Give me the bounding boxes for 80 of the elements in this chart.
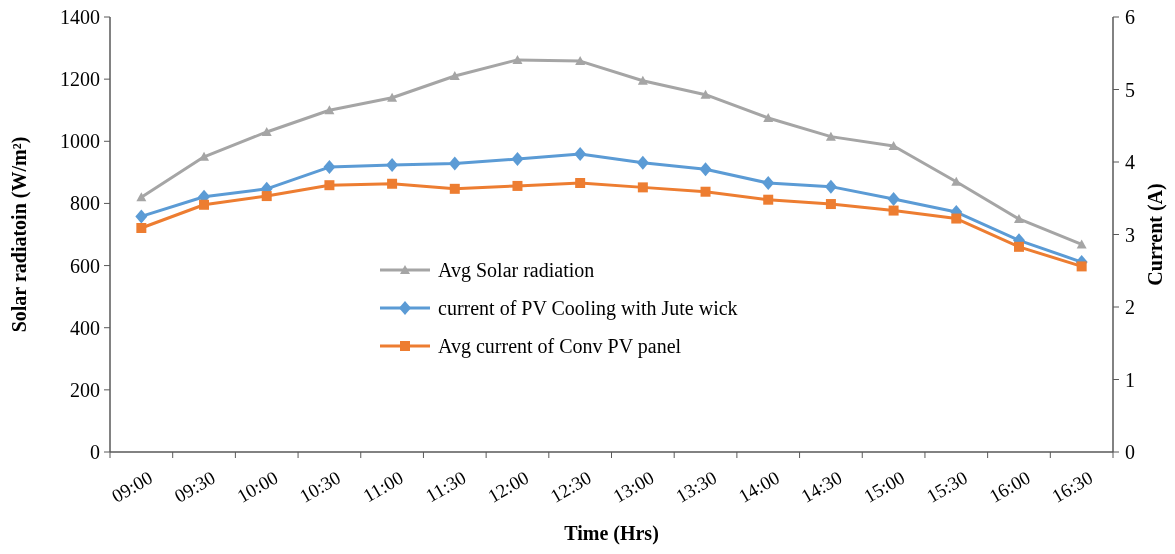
x-tick-label: 11:00 <box>359 466 407 507</box>
y2-tick-label: 1 <box>1125 368 1135 391</box>
y2-tick-label: 6 <box>1125 6 1135 28</box>
x-tick-label: 09:00 <box>108 466 156 507</box>
y-tick-label: 800 <box>70 192 100 215</box>
point <box>1076 261 1087 272</box>
x-tick-label: 14:30 <box>797 466 846 507</box>
y-tick-label: 600 <box>70 254 100 277</box>
y-tick-label: 1400 <box>60 6 100 28</box>
y-tick-label: 0 <box>90 441 100 463</box>
point <box>387 178 398 189</box>
point <box>448 156 461 171</box>
legend-label: Avg current of Conv PV panel <box>438 335 682 358</box>
point <box>136 222 147 233</box>
point <box>1013 213 1024 223</box>
point <box>261 126 272 136</box>
point <box>512 180 523 191</box>
y2-tick-label: 2 <box>1125 296 1135 318</box>
point <box>511 152 524 167</box>
point <box>700 186 711 197</box>
point <box>763 194 774 205</box>
x-tick-label: 10:30 <box>296 466 345 507</box>
y-axis-title: Solar radiatoin (W/m²) <box>8 136 31 333</box>
x-tick-label: 13:00 <box>609 466 658 507</box>
point <box>449 183 460 194</box>
point <box>261 191 272 202</box>
x-tick-label: 13:30 <box>672 466 721 507</box>
x-tick-label: 15:30 <box>922 466 971 507</box>
point <box>575 56 586 66</box>
y-tick-label: 1000 <box>60 130 100 153</box>
y2-axis-title: Current (A) <box>1144 183 1167 286</box>
point <box>1013 241 1024 252</box>
point <box>574 147 587 162</box>
point <box>386 157 399 172</box>
x-tick-label: 16:30 <box>1048 466 1097 507</box>
x-tick-label: 12:00 <box>484 466 533 507</box>
point <box>951 213 962 224</box>
x-tick-label: 09:30 <box>170 466 219 507</box>
x-tick-label: 11:30 <box>422 466 470 507</box>
x-tick-label: 16:00 <box>985 466 1034 507</box>
point <box>575 178 586 189</box>
point <box>199 151 210 161</box>
point <box>951 176 962 186</box>
point <box>700 89 711 99</box>
point <box>637 75 648 85</box>
x-tick-label: 12:30 <box>546 466 595 507</box>
y2-tick-label: 4 <box>1125 151 1135 173</box>
x-axis-title: Time (Hrs) <box>564 522 659 545</box>
y2-tick-label: 0 <box>1125 441 1135 463</box>
point <box>888 205 899 216</box>
x-tick-label: 15:00 <box>860 466 909 507</box>
point <box>324 180 335 191</box>
legend-label: current of PV Cooling with Jute wick <box>438 297 738 320</box>
y2-tick-label: 3 <box>1125 223 1135 246</box>
x-tick-label: 10:00 <box>233 466 282 507</box>
point <box>136 192 147 202</box>
point <box>135 209 148 224</box>
point <box>699 162 712 177</box>
point <box>323 160 336 175</box>
point <box>762 176 775 191</box>
point <box>888 140 899 150</box>
point <box>387 92 398 102</box>
x-tick-label: 14:00 <box>734 466 783 507</box>
y-tick-label: 200 <box>70 378 100 401</box>
point <box>199 199 210 210</box>
point <box>636 155 649 170</box>
y2-tick-label: 5 <box>1125 78 1135 101</box>
point <box>324 105 335 115</box>
point <box>887 191 900 206</box>
point <box>637 182 648 193</box>
point <box>825 131 836 141</box>
point <box>449 71 460 81</box>
point <box>1076 239 1087 249</box>
point <box>824 179 837 194</box>
y-tick-label: 1200 <box>60 68 100 91</box>
point <box>825 199 836 210</box>
legend-label: Avg Solar radiation <box>438 259 595 282</box>
y-tick-label: 400 <box>70 316 100 339</box>
point <box>763 112 774 122</box>
point <box>512 54 523 64</box>
